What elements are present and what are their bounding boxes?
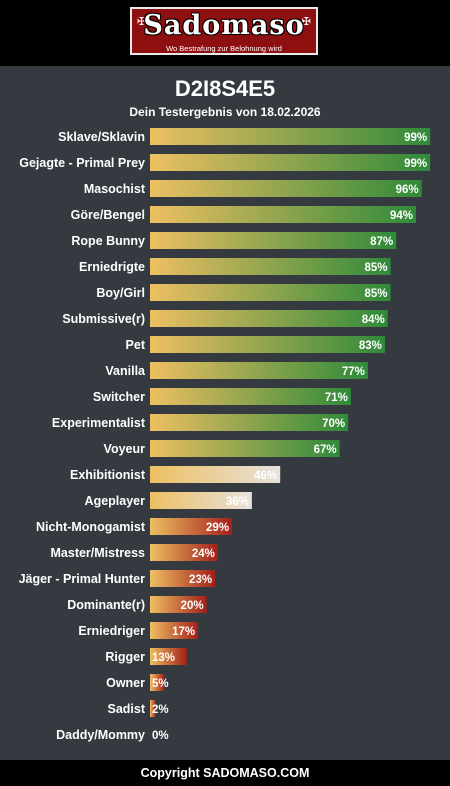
result-bar — [150, 388, 351, 405]
category-label: Exhibitionist — [70, 468, 146, 482]
value-label: 13% — [152, 652, 175, 664]
category-label: Erniedrigte — [79, 260, 145, 274]
result-bar — [150, 492, 252, 509]
result-bar — [150, 648, 187, 665]
category-label: Masochist — [84, 182, 146, 196]
category-label: Rigger — [105, 650, 145, 664]
result-date-subtitle: Dein Testergebnis von 18.02.2026 — [129, 105, 321, 119]
category-label: Pet — [126, 338, 146, 352]
category-label: Vanilla — [105, 364, 146, 378]
result-bar — [150, 674, 165, 691]
value-label: 67% — [314, 444, 337, 456]
result-bar — [150, 700, 156, 717]
result-bar — [150, 310, 388, 327]
result-bar — [150, 180, 422, 197]
value-label: 5% — [152, 678, 169, 690]
category-label: Voyeur — [104, 442, 146, 456]
value-label: 2% — [152, 704, 169, 716]
logo-cross-icon-left: ✠ — [137, 15, 147, 28]
value-label: 84% — [362, 314, 385, 326]
result-bar — [150, 518, 233, 535]
value-label: 29% — [206, 522, 229, 534]
result-bar — [150, 362, 368, 379]
value-label: 77% — [342, 366, 365, 378]
category-label: Experimentalist — [52, 416, 146, 430]
logo-cross-icon-right: ✠ — [301, 15, 311, 28]
result-bar — [150, 258, 391, 275]
value-label: 20% — [181, 600, 204, 612]
footer-bar: Copyright SADOMASO.COM — [0, 760, 450, 786]
value-label: 96% — [396, 184, 419, 196]
category-label: Sklave/Sklavin — [58, 130, 145, 144]
site-logo[interactable]: ✠ ✠ Sadomaso Wo Bestrafung zur Belohnung… — [130, 7, 318, 55]
value-label: 85% — [365, 288, 388, 300]
result-bar — [150, 232, 397, 249]
value-label: 24% — [192, 548, 215, 560]
category-label: Sadist — [107, 702, 145, 716]
result-bar — [150, 128, 431, 145]
value-label: 23% — [189, 574, 212, 586]
category-label: Master/Mistress — [51, 546, 146, 560]
value-label: 71% — [325, 392, 348, 404]
result-bar — [150, 284, 391, 301]
value-label: 46% — [254, 470, 277, 482]
result-bar — [150, 336, 385, 353]
value-label: 94% — [390, 210, 413, 222]
category-label: Rope Bunny — [71, 234, 145, 248]
logo-tagline: Wo Bestrafung zur Belohnung wird — [166, 44, 282, 53]
category-label: Daddy/Mommy — [56, 728, 145, 742]
value-label: 17% — [172, 626, 195, 638]
result-bar — [150, 414, 349, 431]
category-label: Boy/Girl — [96, 286, 145, 300]
category-label: Jäger - Primal Hunter — [19, 572, 146, 586]
category-label: Dominante(r) — [67, 598, 145, 612]
category-label: Ageplayer — [85, 494, 146, 508]
logo-text: Sadomaso — [143, 10, 305, 41]
result-bar — [150, 154, 431, 171]
category-label: Gejagte - Primal Prey — [19, 156, 145, 170]
result-bar — [150, 596, 207, 613]
result-bar — [150, 570, 216, 587]
value-label: 0% — [152, 730, 169, 742]
value-label: 83% — [359, 340, 382, 352]
category-label: Nicht-Monogamist — [36, 520, 146, 534]
result-bar — [150, 466, 281, 483]
value-label: 85% — [365, 262, 388, 274]
result-bar — [150, 622, 199, 639]
header-bar: ✠ ✠ Sadomaso Wo Bestrafung zur Belohnung… — [0, 0, 450, 66]
copyright-text: Copyright SADOMASO.COM — [140, 766, 310, 780]
value-label: 87% — [370, 236, 393, 248]
value-label: 99% — [404, 132, 427, 144]
result-bar — [150, 440, 340, 457]
value-label: 36% — [226, 496, 249, 508]
category-label: Erniedriger — [78, 624, 145, 638]
value-label: 99% — [404, 158, 427, 170]
category-label: Owner — [106, 676, 145, 690]
result-bar — [150, 544, 218, 561]
category-label: Göre/Bengel — [71, 208, 145, 222]
value-label: 70% — [322, 418, 345, 430]
result-bar — [150, 206, 417, 223]
result-code-title: D2I8S4E5 — [174, 76, 276, 101]
category-label: Switcher — [93, 390, 145, 404]
category-label: Submissive(r) — [62, 312, 145, 326]
